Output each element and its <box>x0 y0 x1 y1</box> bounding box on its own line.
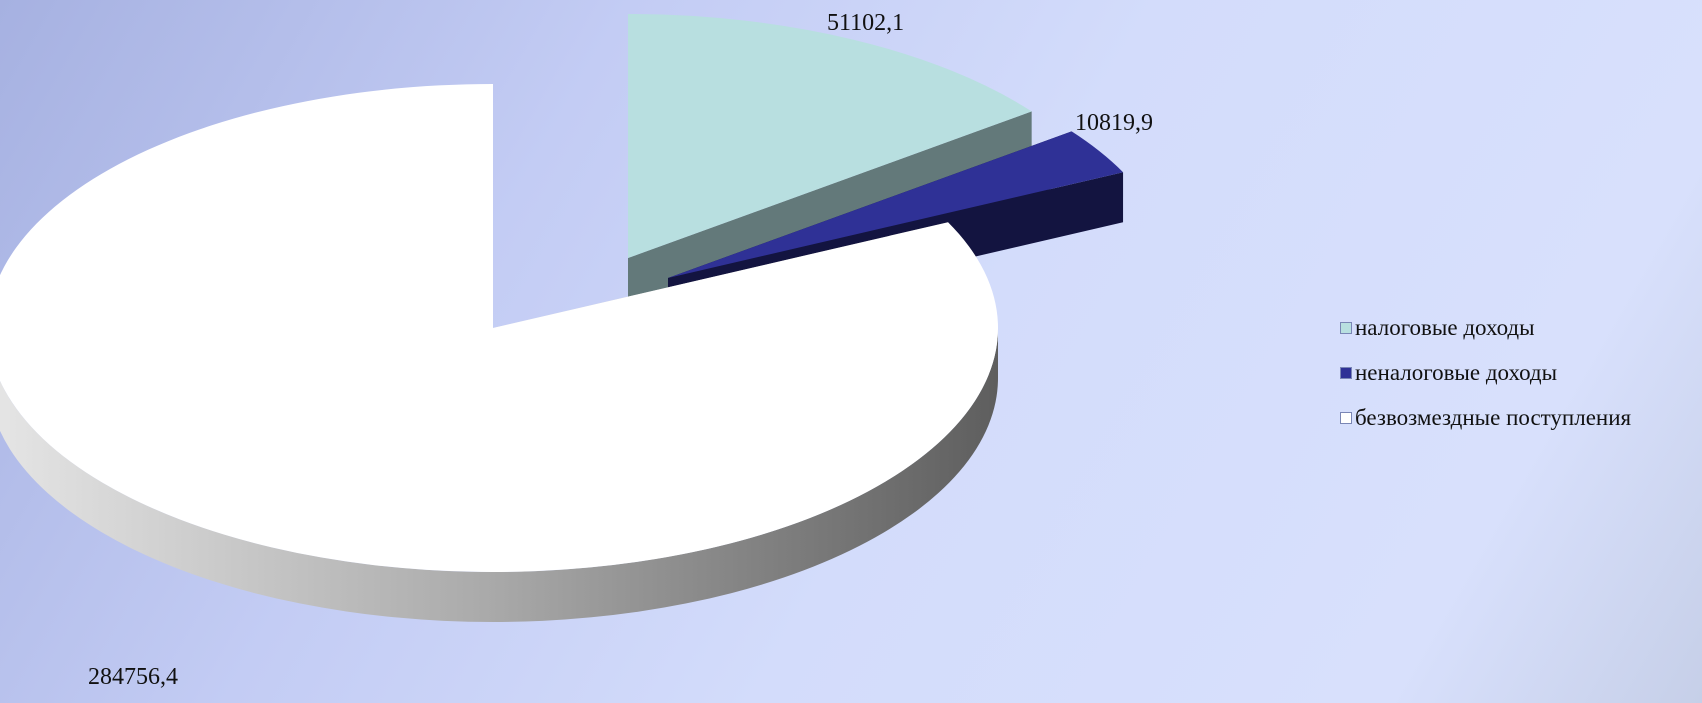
data-label-nontax: 10819,9 <box>1075 110 1153 136</box>
pie-slice-nontax-top <box>668 131 1124 278</box>
data-label-tax: 51102,1 <box>827 10 904 36</box>
pie-slice-tax-top <box>628 14 1032 258</box>
legend-swatch-tax <box>1340 321 1352 334</box>
legend: налоговые доходы неналоговые доходы безв… <box>1340 314 1632 451</box>
legend-label-nontax: неналоговые доходы <box>1355 359 1558 385</box>
legend-swatch-nontax <box>1340 366 1352 379</box>
legend-label-grants: безвозмездные поступления <box>1355 404 1632 430</box>
legend-item-grants: безвозмездные поступления <box>1340 404 1632 430</box>
legend-item-tax: налоговые доходы <box>1340 314 1631 340</box>
legend-swatch-grants <box>1340 411 1352 424</box>
pie-slice-grants-outer-wall <box>0 328 998 622</box>
pie-slice-grants <box>0 84 998 622</box>
data-label-grants: 284756,4 <box>88 664 178 690</box>
pie-slice-grants-top <box>0 84 998 572</box>
legend-label-tax: налоговые доходы <box>1355 314 1535 340</box>
legend-item-nontax: неналоговые доходы <box>1340 359 1631 385</box>
